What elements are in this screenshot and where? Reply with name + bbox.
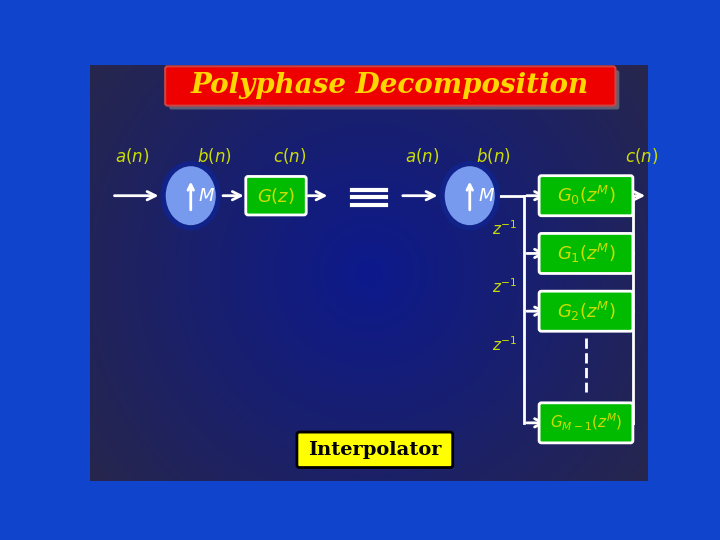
Text: $G(z)$: $G(z)$ — [257, 186, 295, 206]
Ellipse shape — [161, 161, 221, 231]
Text: Polyphase Decomposition: Polyphase Decomposition — [191, 72, 589, 99]
FancyBboxPatch shape — [539, 233, 633, 273]
Text: $c(n)$: $c(n)$ — [274, 146, 307, 166]
Text: $M$: $M$ — [477, 187, 495, 205]
Text: $M$: $M$ — [199, 187, 215, 205]
Ellipse shape — [163, 164, 218, 227]
FancyBboxPatch shape — [539, 176, 633, 215]
Text: $a(n)$: $a(n)$ — [405, 146, 439, 166]
Text: $b(n)$: $b(n)$ — [197, 146, 231, 166]
Text: $G_1(z^M)$: $G_1(z^M)$ — [557, 242, 616, 265]
Text: $z^{-1}$: $z^{-1}$ — [492, 219, 518, 238]
Text: $z^{-1}$: $z^{-1}$ — [492, 335, 518, 354]
FancyBboxPatch shape — [246, 177, 306, 215]
FancyBboxPatch shape — [539, 403, 633, 443]
Text: $G_{M-1}(z^M)$: $G_{M-1}(z^M)$ — [550, 413, 622, 434]
Text: $a(n)$: $a(n)$ — [115, 146, 150, 166]
Text: $z^{-1}$: $z^{-1}$ — [492, 277, 518, 296]
Text: Interpolator: Interpolator — [307, 441, 441, 459]
Ellipse shape — [443, 164, 497, 227]
Text: $G_2(z^M)$: $G_2(z^M)$ — [557, 300, 616, 323]
Ellipse shape — [439, 161, 500, 231]
FancyBboxPatch shape — [165, 66, 616, 106]
FancyBboxPatch shape — [539, 291, 633, 331]
FancyBboxPatch shape — [297, 432, 453, 468]
Text: $b(n)$: $b(n)$ — [476, 146, 510, 166]
Text: $c(n)$: $c(n)$ — [625, 146, 658, 166]
FancyBboxPatch shape — [169, 70, 619, 110]
Text: $G_0(z^M)$: $G_0(z^M)$ — [557, 184, 616, 207]
